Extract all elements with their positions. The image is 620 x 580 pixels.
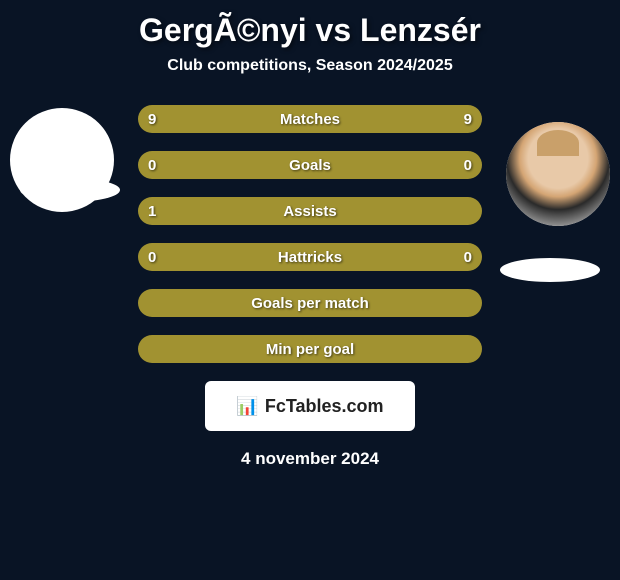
stat-value-left: 0 (148, 157, 156, 174)
branding-badge[interactable]: 📊 FcTables.com (205, 381, 415, 431)
stat-value-left: 1 (148, 203, 156, 220)
stat-label: Assists (283, 203, 336, 220)
badge-player-1 (20, 178, 120, 202)
stat-row-goals-per-match: Goals per match (138, 289, 482, 317)
stat-value-right: 0 (464, 249, 472, 266)
stat-label: Hattricks (278, 249, 342, 266)
avatar-face-icon (506, 122, 610, 226)
stat-row-goals: 0 Goals 0 (138, 151, 482, 179)
page-subtitle: Club competitions, Season 2024/2025 (0, 57, 620, 105)
stat-row-min-per-goal: Min per goal (138, 335, 482, 363)
stats-container: 9 Matches 9 0 Goals 0 1 Assists 0 Hattri… (138, 105, 482, 363)
date-text: 4 november 2024 (0, 449, 620, 469)
stat-row-assists: 1 Assists (138, 197, 482, 225)
branding-text: FcTables.com (265, 396, 384, 417)
stat-value-right: 0 (464, 157, 472, 174)
chart-icon: 📊 (236, 396, 258, 417)
stat-row-hattricks: 0 Hattricks 0 (138, 243, 482, 271)
stat-label: Goals (289, 157, 331, 174)
avatar-player-2 (506, 122, 610, 226)
stat-label: Goals per match (251, 295, 369, 312)
stat-value-left: 9 (148, 111, 156, 128)
badge-player-2 (500, 258, 600, 282)
stat-label: Min per goal (266, 341, 354, 358)
stat-label: Matches (280, 111, 340, 128)
stat-row-matches: 9 Matches 9 (138, 105, 482, 133)
page-title: GergÃ©nyi vs Lenzsér (0, 0, 620, 57)
stat-value-left: 0 (148, 249, 156, 266)
stat-value-right: 9 (464, 111, 472, 128)
